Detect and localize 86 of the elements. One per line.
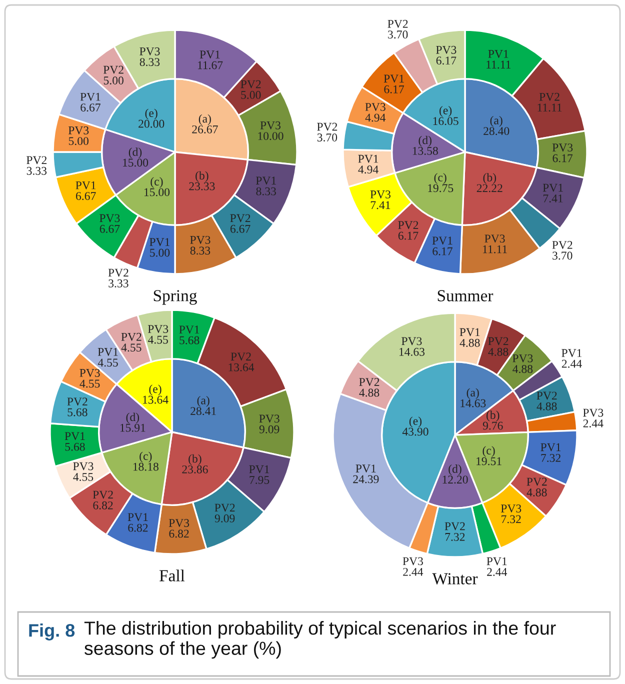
data-label: PV1 7.95: [249, 465, 270, 484]
data-label: PV1 5.68: [179, 326, 200, 344]
data-label: PV3 2.44: [402, 557, 424, 576]
data-label: PV3 6.82: [168, 519, 190, 538]
data-label: (e) 13.64: [143, 384, 168, 404]
text: The distribution probability of typical scenarios in the four seasons of the year (%): [84, 621, 556, 659]
data-label: PV2 5.00: [103, 66, 124, 84]
data-label: PV2 4.88: [526, 478, 547, 496]
data-label: PV2 3.70: [552, 240, 572, 260]
data-label: PV1 6.17: [384, 74, 404, 94]
data-label: (d) 15.91: [120, 412, 146, 432]
data-label: PV3 9.09: [259, 414, 280, 434]
data-label: PV3 6.17: [552, 144, 573, 162]
data-label: (d) 13.58: [412, 136, 438, 155]
data-label: PV2 4.88: [536, 392, 557, 410]
data-label: (e) 43.90: [402, 416, 428, 436]
data-label: PV1 8.33: [256, 176, 276, 196]
data-label: PV1 6.17: [432, 236, 452, 256]
data-label: PV1 4.94: [358, 154, 378, 174]
data-label: PV3 6.67: [100, 214, 120, 233]
data-label: (c) 15.00: [144, 177, 170, 196]
data-label: PV1 6.67: [76, 181, 96, 200]
data-label: PV1 7.32: [540, 443, 561, 462]
data-label: PV2 4.55: [121, 332, 142, 352]
data-label: PV3 8.33: [140, 47, 160, 66]
data-label: PV3 2.44: [583, 408, 604, 428]
data-label: PV2 4.88: [359, 378, 380, 397]
data-label: (c) 19.75: [428, 173, 454, 192]
data-label: PV2 3.33: [26, 156, 47, 175]
data-label: (d) 12.20: [442, 464, 468, 484]
caption: Fig. 8: [29, 624, 75, 640]
data-label: PV1 11.11: [486, 50, 511, 69]
data-label: PV3 7.32: [500, 504, 522, 524]
text: Winter: [432, 573, 478, 584]
data-label: (d) 15.00: [122, 148, 148, 167]
data-label: (b) 9.76: [482, 410, 503, 430]
data-label: PV2 7.32: [444, 522, 465, 541]
data-label: PV3 4.94: [365, 102, 386, 122]
data-label: PV3 4.88: [512, 354, 533, 374]
data-label: PV2 6.17: [398, 221, 418, 240]
data-label: PV2 5.68: [67, 398, 88, 416]
data-label: PV2 9.09: [214, 504, 235, 522]
data-label: (a) 26.67: [192, 114, 218, 134]
data-label: PV3 4.55: [80, 368, 100, 388]
data-label: (b) 23.86: [182, 454, 208, 474]
data-label: (b) 22.22: [476, 173, 502, 192]
data-label: (c) 19.51: [476, 446, 502, 466]
data-label: PV3 6.17: [436, 46, 456, 65]
data-label: PV2 11.11: [538, 92, 562, 112]
data-label: PV1 4.88: [460, 328, 480, 347]
data-label: PV1 4.55: [98, 348, 118, 367]
data-label: PV3 5.00: [68, 126, 89, 146]
data-label: (e) 20.00: [138, 108, 164, 128]
data-label: PV1 2.44: [562, 349, 582, 368]
data-label: PV1 5.68: [64, 432, 85, 451]
data-label: PV3 8.33: [190, 236, 210, 255]
data-label: PV1 11.67: [198, 50, 223, 70]
data-label: PV3 11.11: [482, 234, 507, 254]
data-label: PV2 3.70: [388, 20, 408, 39]
data-label: PV3 14.63: [399, 337, 425, 356]
text: Fall: [160, 570, 185, 582]
data-label: PV2 6.82: [92, 490, 113, 510]
data-label: PV2 4.88: [488, 337, 508, 356]
data-label: PV2 6.67: [230, 214, 250, 233]
data-label: PV2 5.00: [240, 80, 261, 99]
data-label: PV2 3.70: [317, 122, 338, 142]
text: Summer: [438, 290, 494, 302]
data-label: PV1 6.67: [80, 92, 100, 112]
data-label: (a) 28.41: [190, 396, 216, 416]
data-label: (e) 16.05: [433, 106, 458, 126]
data-label: PV3 4.55: [73, 462, 94, 481]
data-label: PV3 10.00: [258, 121, 284, 140]
data-label: PV2 3.33: [108, 268, 128, 288]
data-label: (c) 18.18: [133, 452, 158, 471]
data-label: PV1 2.44: [486, 557, 508, 576]
data-label: PV3 7.41: [370, 190, 391, 210]
text: Spring: [154, 290, 197, 305]
data-label: PV1 24.39: [353, 464, 379, 484]
data-label: PV1 5.00: [150, 238, 170, 257]
data-label: (b) 23.33: [189, 171, 215, 190]
data-label: PV3 4.55: [148, 325, 168, 344]
data-label: PV1 6.82: [128, 513, 148, 532]
data-label: PV1 7.41: [542, 184, 563, 202]
data-label: PV2 13.64: [228, 352, 254, 372]
data-label: (a) 14.63: [460, 388, 486, 408]
data-label: (a) 28.40: [484, 116, 510, 136]
